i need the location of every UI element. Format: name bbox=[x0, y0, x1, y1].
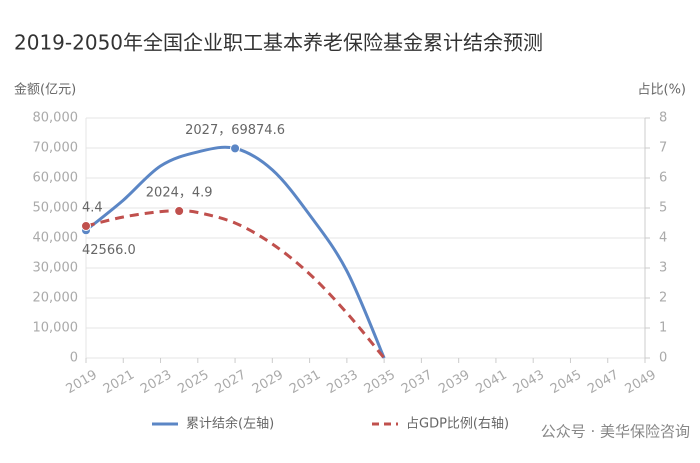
y2-tick-label: 3 bbox=[659, 261, 667, 276]
y2-tick-label: 6 bbox=[659, 171, 667, 186]
legend-label: 累计结余(左轴) bbox=[186, 416, 274, 432]
y-tick-label: 80,000 bbox=[33, 111, 79, 126]
y2-axis-label: 占比(%) bbox=[638, 83, 687, 98]
y-tick-label: 70,000 bbox=[33, 141, 79, 156]
y-tick-label: 40,000 bbox=[33, 231, 79, 246]
y2-tick-label: 5 bbox=[659, 201, 667, 216]
marker bbox=[81, 221, 91, 231]
data-label: 2024，4.9 bbox=[146, 186, 213, 201]
data-label: 4.4 bbox=[82, 201, 103, 216]
y2-tick-label: 8 bbox=[659, 111, 667, 126]
y-tick-label: 0 bbox=[70, 351, 78, 366]
marker bbox=[230, 143, 241, 154]
y-tick-label: 60,000 bbox=[33, 171, 79, 186]
data-label: 2027，69874.6 bbox=[185, 123, 285, 138]
y2-tick-label: 1 bbox=[659, 321, 667, 336]
marker bbox=[174, 206, 185, 216]
y-axis-label: 金额(亿元) bbox=[14, 82, 76, 98]
y-tick-label: 50,000 bbox=[33, 201, 79, 216]
legend-label: 占GDP比例(右轴) bbox=[406, 417, 509, 432]
y2-tick-label: 4 bbox=[659, 231, 667, 246]
watermark: 公众号 · 美华保险咨询 bbox=[541, 423, 690, 441]
data-label: 42566.0 bbox=[82, 243, 136, 258]
chart-title: 2019-2050年全国企业职工基本养老保险基金累计结余预测 bbox=[14, 31, 543, 55]
y2-tick-label: 2 bbox=[659, 291, 667, 306]
y2-tick-label: 0 bbox=[659, 351, 667, 366]
y-tick-label: 30,000 bbox=[33, 261, 79, 276]
y-tick-label: 10,000 bbox=[33, 321, 79, 336]
y2-tick-label: 7 bbox=[659, 141, 667, 156]
y-tick-label: 20,000 bbox=[33, 291, 79, 306]
